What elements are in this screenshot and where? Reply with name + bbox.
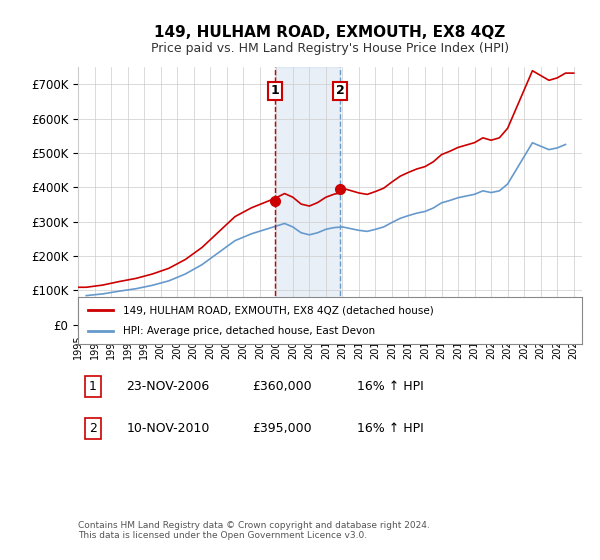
HPI: Average price, detached house, East Devon: (2.01e+03, 2.8e+05): Average price, detached house, East Devo… [347,225,354,232]
HPI: Average price, detached house, East Devon: (2.02e+03, 3.4e+05): Average price, detached house, East Devo… [430,204,437,211]
Text: 10-NOV-2010: 10-NOV-2010 [127,422,209,435]
149, HULHAM ROAD, EXMOUTH, EX8 4QZ (detached house) [322,194,329,200]
HPI: Average price, detached house, East Devon: (2.01e+03, 2.68e+05): Average price, detached house, East Devo… [298,230,305,236]
149, HULHAM ROAD, EXMOUTH, EX8 4QZ (detached house) [413,166,421,172]
HPI: Average price, detached house, East Devon: (2.01e+03, 2.95e+05): Average price, detached house, East Devo… [281,220,288,227]
Text: 2: 2 [336,85,344,97]
HPI: Average price, detached house, East Devon: (2.02e+03, 4.1e+05): Average price, detached house, East Devo… [504,181,511,188]
HPI: Average price, detached house, East Devon: (2e+03, 2.45e+05): Average price, detached house, East Devo… [232,237,239,244]
HPI: Average price, detached house, East Devon: (2.02e+03, 3.85e+05): Average price, detached house, East Devo… [488,189,495,196]
Text: HPI: Average price, detached house, East Devon: HPI: Average price, detached house, East… [124,326,376,336]
149, HULHAM ROAD, EXMOUTH, EX8 4QZ (detached house) [529,67,536,74]
HPI: Average price, detached house, East Devon: (2.01e+03, 2.65e+05): Average price, detached house, East Devo… [248,230,255,237]
HPI: Average price, detached house, East Devon: (2.01e+03, 2.83e+05): Average price, detached house, East Devo… [331,224,338,231]
HPI: Average price, detached house, East Devon: (2.02e+03, 3.62e+05): Average price, detached house, East Devo… [446,197,454,204]
HPI: Average price, detached house, East Devon: (2e+03, 9.8e+04): Average price, detached house, East Devo… [116,288,123,295]
HPI: Average price, detached house, East Devon: (2.01e+03, 2.85e+05): Average price, detached house, East Devo… [339,223,346,230]
HPI: Average price, detached house, East Devon: (2.02e+03, 3.18e+05): Average price, detached house, East Devo… [405,212,412,219]
HPI: Average price, detached house, East Devon: (2.02e+03, 3.25e+05): Average price, detached house, East Devo… [413,210,421,217]
Text: 23-NOV-2006: 23-NOV-2006 [127,380,209,393]
Text: Price paid vs. HM Land Registry's House Price Index (HPI): Price paid vs. HM Land Registry's House … [151,42,509,55]
HPI: Average price, detached house, East Devon: (2.01e+03, 2.62e+05): Average price, detached house, East Devo… [306,231,313,238]
HPI: Average price, detached house, East Devon: (2e+03, 1.48e+05): Average price, detached house, East Devo… [182,270,189,277]
HPI: Average price, detached house, East Devon: (2.01e+03, 2.78e+05): Average price, detached house, East Devo… [322,226,329,232]
HPI: Average price, detached house, East Devon: (2e+03, 1.28e+05): Average price, detached house, East Devo… [165,277,172,284]
HPI: Average price, detached house, East Devon: (2.01e+03, 2.78e+05): Average price, detached house, East Devo… [372,226,379,232]
HPI: Average price, detached house, East Devon: (2.02e+03, 5.1e+05): Average price, detached house, East Devo… [545,146,553,153]
HPI: Average price, detached house, East Devon: (2.01e+03, 2.98e+05): Average price, detached house, East Devo… [388,219,395,226]
Bar [275,67,340,325]
Text: 2: 2 [89,422,97,435]
HPI: Average price, detached house, East Devon: (2.01e+03, 2.68e+05): Average price, detached house, East Devo… [314,230,321,236]
149, HULHAM ROAD, EXMOUTH, EX8 4QZ (detached house) [306,203,313,209]
149, HULHAM ROAD, EXMOUTH, EX8 4QZ (detached house) [74,284,82,291]
HPI: Average price, detached house, East Devon: (2e+03, 2.1e+05): Average price, detached house, East Devo… [215,249,222,256]
149, HULHAM ROAD, EXMOUTH, EX8 4QZ (detached house) [232,213,239,220]
Text: 1: 1 [270,85,279,97]
HPI: Average price, detached house, East Devon: (2.01e+03, 2.72e+05): Average price, detached house, East Devo… [364,228,371,235]
HPI: Average price, detached house, East Devon: (2.02e+03, 5.3e+05): Average price, detached house, East Devo… [529,139,536,146]
Text: 149, HULHAM ROAD, EXMOUTH, EX8 4QZ (detached house): 149, HULHAM ROAD, EXMOUTH, EX8 4QZ (deta… [124,305,434,315]
Text: 149, HULHAM ROAD, EXMOUTH, EX8 4QZ: 149, HULHAM ROAD, EXMOUTH, EX8 4QZ [154,25,506,40]
Text: 1: 1 [89,380,97,393]
HPI: Average price, detached house, East Devon: (2.02e+03, 3.3e+05): Average price, detached house, East Devo… [421,208,428,215]
HPI: Average price, detached house, East Devon: (2.02e+03, 3.55e+05): Average price, detached house, East Devo… [438,199,445,206]
HPI: Average price, detached house, East Devon: (2.02e+03, 5.25e+05): Average price, detached house, East Devo… [562,141,569,148]
Text: £395,000: £395,000 [252,422,312,435]
Text: Contains HM Land Registry data © Crown copyright and database right 2024.
This d: Contains HM Land Registry data © Crown c… [78,521,430,540]
HPI: Average price, detached house, East Devon: (2.02e+03, 5.15e+05): Average price, detached house, East Devo… [554,144,561,151]
HPI: Average price, detached house, East Devon: (2.01e+03, 2.8e+05): Average price, detached house, East Devo… [265,225,272,232]
HPI: Average price, detached house, East Devon: (2e+03, 9e+04): Average price, detached house, East Devo… [99,291,106,297]
HPI: Average price, detached house, East Devon: (2.02e+03, 3.9e+05): Average price, detached house, East Devo… [496,188,503,194]
HPI: Average price, detached house, East Devon: (2e+03, 8.5e+04): Average price, detached house, East Devo… [83,292,90,299]
HPI: Average price, detached house, East Devon: (2.01e+03, 3.1e+05): Average price, detached house, East Devo… [397,215,404,222]
HPI: Average price, detached house, East Devon: (2.02e+03, 3.9e+05): Average price, detached house, East Devo… [479,188,487,194]
Text: 16% ↑ HPI: 16% ↑ HPI [356,380,424,393]
Text: 16% ↑ HPI: 16% ↑ HPI [356,422,424,435]
HPI: Average price, detached house, East Devon: (2.01e+03, 2.85e+05): Average price, detached house, East Devo… [289,223,296,230]
HPI: Average price, detached house, East Devon: (2.02e+03, 3.75e+05): Average price, detached house, East Devo… [463,193,470,199]
HPI: Average price, detached house, East Devon: (2e+03, 1.05e+05): Average price, detached house, East Devo… [132,286,139,292]
HPI: Average price, detached house, East Devon: (2.01e+03, 2.75e+05): Average price, detached house, East Devo… [355,227,362,234]
HPI: Average price, detached house, East Devon: (2.02e+03, 3.8e+05): Average price, detached house, East Devo… [471,191,478,198]
Line: HPI: Average price, detached house, East Devon: HPI: Average price, detached house, East… [86,143,565,296]
149, HULHAM ROAD, EXMOUTH, EX8 4QZ (detached house) [570,70,577,77]
Line: 149, HULHAM ROAD, EXMOUTH, EX8 4QZ (detached house): 149, HULHAM ROAD, EXMOUTH, EX8 4QZ (deta… [78,71,574,287]
149, HULHAM ROAD, EXMOUTH, EX8 4QZ (detached house) [215,228,222,235]
HPI: Average price, detached house, East Devon: (2e+03, 1.15e+05): Average price, detached house, East Devo… [149,282,156,288]
HPI: Average price, detached house, East Devon: (2.02e+03, 4.5e+05): Average price, detached house, East Devo… [512,167,520,174]
HPI: Average price, detached house, East Devon: (2.02e+03, 3.7e+05): Average price, detached house, East Devo… [454,194,461,201]
HPI: Average price, detached house, East Devon: (2.02e+03, 5.2e+05): Average price, detached house, East Devo… [537,143,544,150]
HPI: Average price, detached house, East Devon: (2e+03, 1.75e+05): Average price, detached house, East Devo… [199,262,206,268]
149, HULHAM ROAD, EXMOUTH, EX8 4QZ (detached house) [562,70,569,77]
HPI: Average price, detached house, East Devon: (2.01e+03, 2.85e+05): Average price, detached house, East Devo… [380,223,388,230]
HPI: Average price, detached house, East Devon: (2.02e+03, 4.9e+05): Average price, detached house, East Devo… [521,153,528,160]
Text: £360,000: £360,000 [252,380,312,393]
